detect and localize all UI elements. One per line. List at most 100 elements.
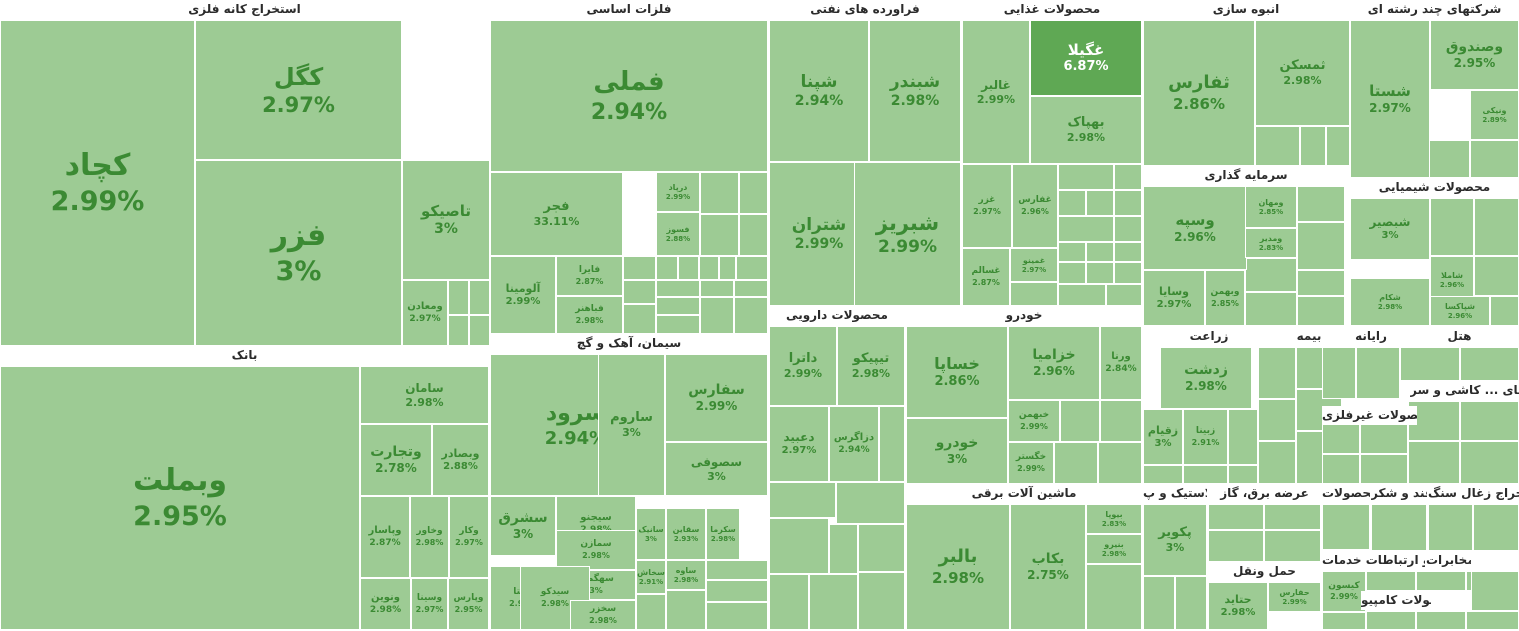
treemap-tile[interactable]: کگل 2.97% xyxy=(195,20,402,160)
treemap-small-tile[interactable] xyxy=(448,280,469,315)
treemap-tile[interactable]: ثفارس 2.86% xyxy=(1143,20,1255,166)
treemap-small-tile[interactable] xyxy=(1416,611,1466,630)
treemap-small-tile[interactable] xyxy=(678,256,699,280)
treemap-tile[interactable]: ورنا 2.84% xyxy=(1100,326,1142,400)
treemap-small-tile[interactable] xyxy=(1058,262,1086,284)
treemap-tile[interactable]: وپارس 2.95% xyxy=(448,578,489,630)
treemap-tile[interactable]: سشرق 3% xyxy=(490,496,556,556)
treemap-tile[interactable]: ومدیر 2.83% xyxy=(1245,228,1297,258)
treemap-small-tile[interactable] xyxy=(1322,504,1370,550)
treemap-small-tile[interactable] xyxy=(1086,190,1114,216)
treemap-small-tile[interactable] xyxy=(448,315,469,346)
treemap-small-tile[interactable] xyxy=(1060,400,1100,442)
treemap-tile[interactable]: غزر 2.97% xyxy=(962,164,1012,248)
treemap-small-tile[interactable] xyxy=(1058,190,1086,216)
treemap-tile[interactable]: دعبید 2.97% xyxy=(769,406,829,482)
treemap-small-tile[interactable] xyxy=(706,580,768,602)
treemap-small-tile[interactable] xyxy=(623,304,656,334)
treemap-small-tile[interactable] xyxy=(656,256,678,280)
treemap-small-tile[interactable] xyxy=(769,574,809,630)
treemap-small-tile[interactable] xyxy=(656,315,700,334)
treemap-small-tile[interactable] xyxy=(1054,442,1098,484)
treemap-tile[interactable]: بالبر 2.98% xyxy=(906,504,1010,630)
treemap-small-tile[interactable] xyxy=(1322,612,1366,630)
treemap-tile[interactable]: سخزر 2.98% xyxy=(570,600,636,630)
treemap-small-tile[interactable] xyxy=(719,256,736,280)
treemap-tile[interactable]: غگیلا 6.87% xyxy=(1030,20,1142,96)
treemap-tile[interactable]: شستا 2.97% xyxy=(1350,20,1430,178)
treemap-small-tile[interactable] xyxy=(1490,296,1519,326)
treemap-small-tile[interactable] xyxy=(1258,347,1296,399)
treemap-tile[interactable]: آلومینا 2.99% xyxy=(490,256,556,334)
treemap-small-tile[interactable] xyxy=(769,518,829,574)
treemap-tile[interactable]: درپاد 2.99% xyxy=(656,172,700,212)
treemap-small-tile[interactable] xyxy=(1228,465,1258,484)
treemap-small-tile[interactable] xyxy=(879,406,905,482)
treemap-tile[interactable]: ثمسکن 2.98% xyxy=(1255,20,1350,126)
treemap-tile[interactable]: زبینا 2.91% xyxy=(1183,409,1228,465)
treemap-tile[interactable]: فزر 3% xyxy=(195,160,402,346)
treemap-small-tile[interactable] xyxy=(1208,504,1264,530)
treemap-tile[interactable]: خودرو 3% xyxy=(906,418,1008,484)
treemap-small-tile[interactable] xyxy=(1297,222,1345,270)
treemap-small-tile[interactable] xyxy=(1360,454,1408,484)
treemap-tile[interactable]: فایرا 2.87% xyxy=(556,256,623,296)
treemap-small-tile[interactable] xyxy=(1430,198,1474,256)
treemap-tile[interactable]: تاصیکو 3% xyxy=(402,160,490,280)
treemap-small-tile[interactable] xyxy=(666,590,706,630)
treemap-small-tile[interactable] xyxy=(706,602,768,630)
treemap-tile[interactable]: غفارس 2.96% xyxy=(1012,164,1058,248)
treemap-tile[interactable]: ومعادن 2.97% xyxy=(402,280,448,346)
treemap-small-tile[interactable] xyxy=(1086,564,1142,630)
treemap-small-tile[interactable] xyxy=(1460,347,1519,381)
treemap-small-tile[interactable] xyxy=(739,214,768,256)
treemap-tile[interactable]: بکاب 2.75% xyxy=(1010,504,1086,630)
treemap-tile[interactable]: وتجارت 2.78% xyxy=(360,424,432,496)
treemap-tile[interactable]: وخاور 2.98% xyxy=(410,496,449,578)
treemap-small-tile[interactable] xyxy=(1471,571,1519,611)
treemap-tile[interactable]: پکویر 3% xyxy=(1143,504,1207,576)
treemap-tile[interactable]: خساپا 2.86% xyxy=(906,326,1008,418)
treemap-small-tile[interactable] xyxy=(1010,282,1058,306)
treemap-tile[interactable]: ونوین 2.98% xyxy=(360,578,411,630)
treemap-tile[interactable]: وبصادر 2.88% xyxy=(432,424,489,496)
treemap-small-tile[interactable] xyxy=(1300,126,1326,166)
treemap-tile[interactable]: وصندوق 2.95% xyxy=(1430,20,1519,90)
treemap-small-tile[interactable] xyxy=(1258,441,1296,484)
treemap-tile[interactable]: وپاسار 2.87% xyxy=(360,496,410,578)
treemap-tile[interactable]: سامان 2.98% xyxy=(360,366,489,424)
treemap-tile[interactable]: شبندر 2.98% xyxy=(869,20,961,162)
treemap-tile[interactable]: سمازن 2.98% xyxy=(556,530,636,570)
treemap-tile[interactable]: خزامیا 2.96% xyxy=(1008,326,1100,400)
treemap-tile[interactable]: بیوپا 2.83% xyxy=(1086,504,1142,534)
treemap-tile[interactable]: وبملت 2.95% xyxy=(0,366,360,630)
treemap-small-tile[interactable] xyxy=(1366,611,1416,630)
treemap-small-tile[interactable] xyxy=(1245,292,1297,326)
treemap-small-tile[interactable] xyxy=(836,482,905,524)
treemap-small-tile[interactable] xyxy=(1100,400,1142,442)
treemap-small-tile[interactable] xyxy=(1058,216,1114,242)
treemap-small-tile[interactable] xyxy=(1408,441,1460,484)
treemap-small-tile[interactable] xyxy=(1098,442,1142,484)
treemap-tile[interactable]: دزاگرس 2.94% xyxy=(829,406,879,482)
treemap-small-tile[interactable] xyxy=(469,315,490,346)
treemap-small-tile[interactable] xyxy=(858,524,905,572)
treemap-tile[interactable]: شبریز 2.99% xyxy=(854,162,961,306)
treemap-small-tile[interactable] xyxy=(1322,424,1360,454)
treemap-small-tile[interactable] xyxy=(1371,504,1427,551)
treemap-tile[interactable]: وسایا 2.97% xyxy=(1143,270,1205,326)
treemap-tile[interactable]: زقیام 3% xyxy=(1143,409,1183,465)
treemap-tile[interactable]: غسالم 2.87% xyxy=(962,248,1010,306)
treemap-tile[interactable]: فباهنر 2.98% xyxy=(556,296,623,334)
treemap-small-tile[interactable] xyxy=(1400,347,1460,381)
treemap-small-tile[interactable] xyxy=(1114,262,1142,284)
treemap-small-tile[interactable] xyxy=(1474,256,1519,296)
treemap-small-tile[interactable] xyxy=(1143,465,1183,484)
treemap-tile[interactable]: شبصیر 3% xyxy=(1350,198,1430,260)
treemap-small-tile[interactable] xyxy=(706,560,768,580)
treemap-small-tile[interactable] xyxy=(1297,296,1345,326)
treemap-tile[interactable]: تیپیکو 2.98% xyxy=(837,326,905,406)
treemap-small-tile[interactable] xyxy=(700,214,739,256)
treemap-tile[interactable]: بنیرو 2.98% xyxy=(1086,534,1142,564)
treemap-small-tile[interactable] xyxy=(656,297,700,315)
